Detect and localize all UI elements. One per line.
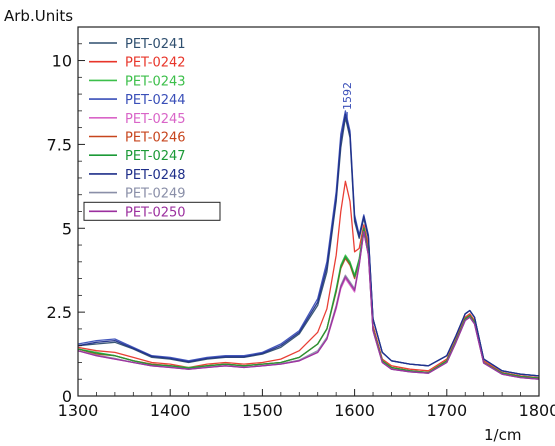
legend-selected-box [83,201,221,221]
y-tick-label: 5 [62,219,72,238]
y-tick-label: 2.5 [47,303,72,322]
legend-label: PET-0245 [125,112,186,127]
legend-label: PET-0243 [125,74,186,89]
x-tick-label: 1400 [150,401,191,420]
legend-label: PET-0250 [125,205,186,220]
peak-label: 1592 [341,82,354,110]
series-line-pet-0248 [77,113,540,377]
x-tick-label: 1600 [334,401,375,420]
legend-label: PET-0244 [125,93,186,108]
plot-background [78,27,539,396]
x-tick-label: 1300 [58,401,99,420]
y-tick-label: 0 [62,387,72,406]
x-tick-label: 1700 [426,401,467,420]
y-tick-label: 10 [52,52,72,71]
legend: PET-0241 PET-0242 PET-0243 PET-0244 PET-0245… [83,37,221,221]
legend-label: PET-0246 [125,131,186,146]
legend-label: PET-0241 [125,37,186,52]
legend-label: PET-0248 [125,168,186,183]
x-axis-title: 1/cm [484,426,521,444]
series-layer [77,110,540,380]
x-tick-label: 1800 [519,401,555,420]
legend-label: PET-0249 [125,187,186,202]
x-tick-label: 1500 [242,401,283,420]
y-axis-title: Arb.Units [4,7,73,25]
annotation-layer: 1592 [341,82,354,120]
series-line-pet-0247 [77,227,540,379]
y-tick-label: 7.5 [47,135,72,154]
legend-label: PET-0242 [125,56,186,71]
tick-layer: 1300 1400 1500 1600 1700 1800 0 2.5 5 7.5 10 [47,26,555,420]
series-line-pet-0250 [77,230,540,380]
legend-label: PET-0247 [125,149,186,164]
